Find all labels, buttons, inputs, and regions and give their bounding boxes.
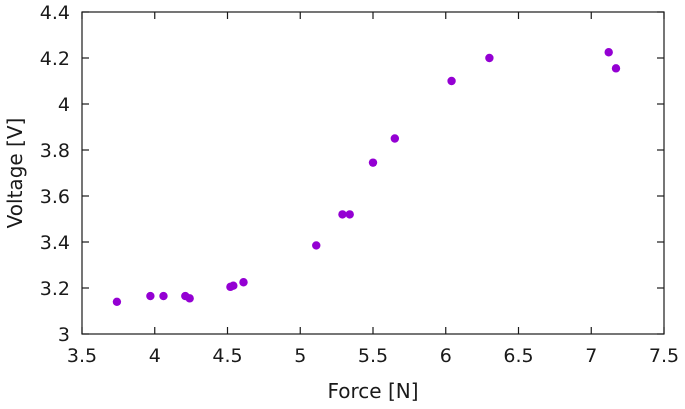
x-tick-label: 3.5 [67, 345, 97, 367]
x-tick-label: 4.5 [212, 345, 242, 367]
data-point [159, 291, 168, 301]
y-tick-label: 3 [58, 324, 70, 346]
data-point [447, 76, 456, 86]
data-point [368, 158, 378, 167]
data-point [229, 281, 238, 290]
x-tick-label: 5 [294, 345, 306, 367]
y-tick-label: 4.2 [40, 48, 70, 70]
x-tick-label: 4 [149, 345, 161, 367]
plot-border [81, 11, 665, 335]
y-tick-label: 3.4 [40, 232, 70, 254]
data-point [312, 241, 321, 250]
data-point [146, 291, 155, 301]
data-point [338, 210, 347, 219]
plot-frame [81, 11, 665, 335]
x-axis-ticks: 3.5 4 4.5 5 5.5 6 6.5 7 7.5 [67, 12, 679, 367]
y-tick-label: 4 [58, 94, 70, 116]
x-tick-label: 6.5 [503, 345, 533, 367]
data-point [345, 210, 354, 219]
y-tick-label: 4.4 [40, 2, 70, 24]
data-point [604, 48, 613, 57]
y-tick-label: 3.6 [40, 186, 70, 208]
y-axis-title: Voltage [V] [3, 118, 27, 229]
data-point [185, 294, 194, 303]
x-tick-label: 7 [585, 345, 597, 367]
x-tick-label: 7.5 [649, 345, 679, 367]
y-tick-label: 3.8 [40, 140, 70, 162]
y-axis-ticks: 3 3.2 3.4 3.6 3.8 4 4.2 4.4 [40, 2, 664, 346]
data-point [239, 278, 248, 287]
data-point [390, 134, 400, 143]
x-tick-label: 6 [440, 345, 452, 367]
y-tick-label: 3.2 [40, 278, 70, 300]
data-point [611, 64, 621, 73]
data-points [112, 48, 621, 306]
x-axis-title: Force [N] [327, 379, 418, 403]
data-point [112, 297, 122, 306]
x-tick-label: 5.5 [358, 345, 388, 367]
data-point [485, 53, 494, 63]
